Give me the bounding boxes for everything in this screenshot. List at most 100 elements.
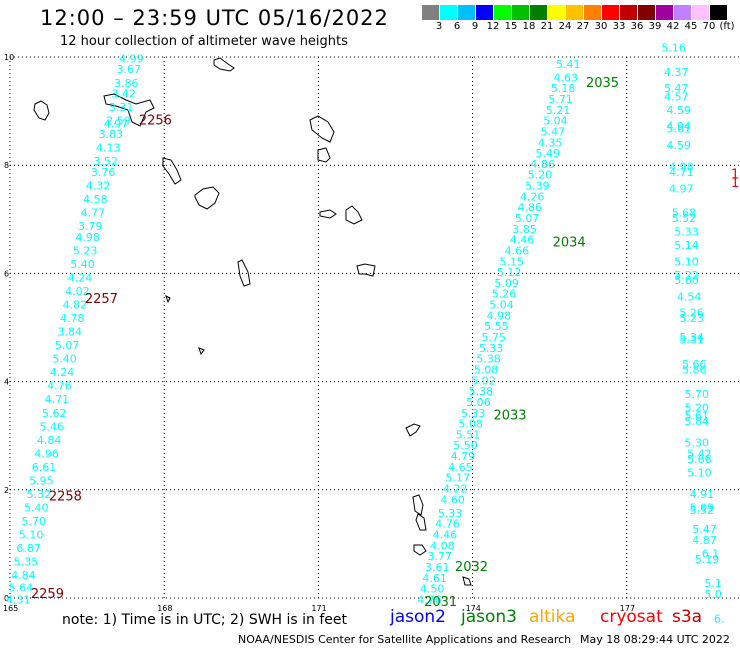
timestamp-text: May 18 08:29:44 UTC 2022 xyxy=(580,633,730,646)
wave-height-value: 5.04 xyxy=(489,299,514,312)
wave-height-value: 4.76 xyxy=(435,518,460,531)
island xyxy=(317,147,331,163)
wave-height-value: 6.87 xyxy=(16,542,41,555)
wave-height-value: 5.04 xyxy=(543,115,568,128)
wave-height-value: 5.35 xyxy=(14,556,39,569)
wave-height-value: 5.20 xyxy=(685,401,710,414)
legend-swatch xyxy=(548,5,565,20)
wave-height-value: 5.12 xyxy=(497,266,522,279)
wave-height-value: 5.33 xyxy=(674,226,699,239)
wave-height-value: 4.71 xyxy=(45,393,70,406)
wave-height-value: 5.47 xyxy=(692,523,717,536)
wave-height-value: 5.22 xyxy=(674,269,699,282)
wave-height-value: 5.64 xyxy=(9,582,34,595)
wave-height-value: 5.61 xyxy=(685,409,710,422)
island xyxy=(309,115,335,143)
y-tick-label: 4 xyxy=(4,378,9,387)
wave-height-value: 4.86 xyxy=(530,158,555,171)
wave-height-value: 6.1 xyxy=(702,547,720,560)
wave-height-value: 4.32 xyxy=(86,180,111,193)
wave-height-value: 5.23 xyxy=(73,244,98,257)
legend-label: 39 xyxy=(648,21,662,32)
island xyxy=(412,494,424,516)
axis-ticks: 165 168 171 174 177 0 2 4 6 8 10 xyxy=(3,53,635,613)
legend-swatch xyxy=(584,5,601,20)
wave-height-value: 4.71 xyxy=(669,166,694,179)
wave-height-value: 5.38 xyxy=(469,385,494,398)
wave-height-value: 5.40 xyxy=(70,258,95,271)
wave-height-value: 4.22 xyxy=(443,483,468,496)
wave-height-value: 5.52 xyxy=(672,212,697,225)
legend-swatch xyxy=(476,5,493,20)
island xyxy=(213,57,235,72)
wave-height-value: 4.59 xyxy=(667,104,692,117)
wave-height-value: 6. xyxy=(714,612,725,625)
wave-height-value: 4.31 xyxy=(6,593,31,606)
wave-height-value: 5.61 xyxy=(667,123,692,136)
wave-height-value: 5.40 xyxy=(24,501,49,514)
wave-height-value: 5.14 xyxy=(674,239,699,252)
wave-height-value: 4.61 xyxy=(422,572,447,585)
wave-height-value: 5.1 xyxy=(704,577,722,590)
legend-swatch xyxy=(494,5,511,20)
footer-note: note: 1) Time is in UTC; 2) SWH is in fe… xyxy=(62,612,348,628)
x-tick-label: 177 xyxy=(620,604,635,613)
wave-height-value: 5.02 xyxy=(471,374,496,387)
pass-time-label: 2031 xyxy=(424,595,457,610)
legend-label: 36 xyxy=(630,21,644,32)
wave-height-value: 5.33 xyxy=(461,407,486,420)
wave-height-value: 5.08 xyxy=(458,418,483,431)
legend-label: 33 xyxy=(612,21,626,32)
wave-height-value: 4.77 xyxy=(81,207,106,220)
wave-height-value: 4.96 xyxy=(34,447,59,460)
wave-height-value: 5.15 xyxy=(500,255,525,268)
island xyxy=(33,100,50,121)
wave-height-value: 5.95 xyxy=(29,474,54,487)
island xyxy=(162,157,182,185)
wave-height-value: 4.82 xyxy=(63,299,88,312)
y-tick-label: 10 xyxy=(4,53,14,62)
pass-time-label: 2257 xyxy=(85,292,118,307)
edge-label: 14 xyxy=(731,176,740,191)
legend-label: 12 xyxy=(486,21,500,32)
wave-height-value: 5.10 xyxy=(674,255,699,268)
x-tick-label: 168 xyxy=(157,604,172,613)
wave-height-value: 4.35 xyxy=(538,136,563,149)
island xyxy=(413,544,427,556)
island xyxy=(345,205,363,225)
island xyxy=(319,209,337,219)
legend-label: 6 xyxy=(453,21,461,32)
legend-swatch xyxy=(638,5,655,20)
legend-label: (ft) xyxy=(719,21,735,32)
wave-height-value: 5.34 xyxy=(679,331,704,344)
wave-tracks: 4.993.673.863.423.312.594.973.834.133.52… xyxy=(6,42,724,626)
edge-label: 14 xyxy=(731,168,740,183)
wave-height-value: 5.0 xyxy=(704,588,722,601)
wave-height-value: 5.10 xyxy=(19,528,44,541)
island xyxy=(415,513,427,531)
legend-label: 3 xyxy=(435,21,443,32)
legend-label: 45 xyxy=(684,21,698,32)
legend-swatch xyxy=(530,5,547,20)
legend-label: 21 xyxy=(540,21,554,32)
wave-height-value: 5.18 xyxy=(551,82,576,95)
wave-height-value: 5.06 xyxy=(466,396,491,409)
wave-height-value: 4.97 xyxy=(669,182,694,195)
credit-text: NOAA/NESDIS Center for Satellite Applica… xyxy=(238,633,572,646)
legend-label: 9 xyxy=(471,21,479,32)
wave-height-value: 5.51 xyxy=(456,428,481,441)
y-tick-label: 8 xyxy=(4,161,9,170)
wave-height-value: 5.60 xyxy=(674,274,699,287)
x-tick-label: 171 xyxy=(311,604,326,613)
wave-height-value: 4.78 xyxy=(60,312,85,325)
wave-height-value: 5.41 xyxy=(556,58,581,71)
wave-height-value: 3.67 xyxy=(117,63,142,76)
legend-swatch xyxy=(620,5,637,20)
wave-height-value: 5.16 xyxy=(661,42,686,55)
wave-height-value: 4.24 xyxy=(50,366,75,379)
pass-time-label: 2258 xyxy=(49,490,82,505)
wave-height-value: 3.77 xyxy=(428,550,453,563)
y-tick-label: 0 xyxy=(4,594,9,603)
wave-height-value: 4.91 xyxy=(690,488,715,501)
